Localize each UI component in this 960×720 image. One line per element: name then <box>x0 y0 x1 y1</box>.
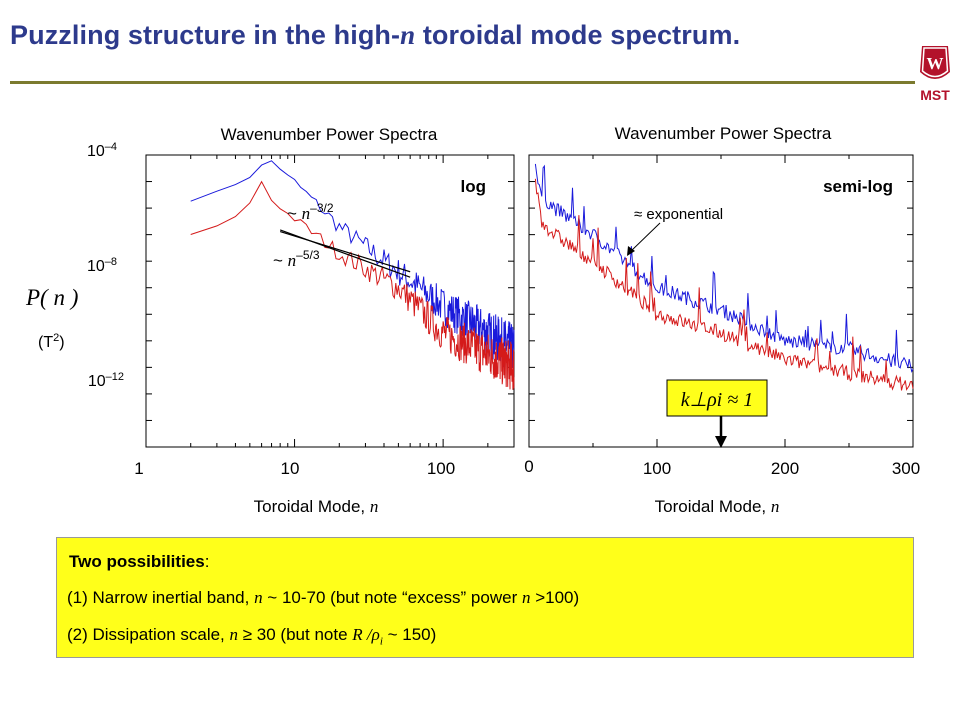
right-panel: Wavenumber Power Spectra semi-log ≈ expo… <box>524 124 920 516</box>
right-scale-label: semi-log <box>823 177 893 196</box>
left-plot-frame <box>145 154 515 448</box>
crest-shape <box>920 46 950 79</box>
page-title: Puzzling structure in the high-n toroida… <box>10 20 740 51</box>
k-rho-box <box>666 379 768 417</box>
note-heading: Two possibilities <box>69 552 205 571</box>
right-chart-title: Wavenumber Power Spectra <box>615 124 832 143</box>
exponential-annotation: ≈ exponential <box>634 206 723 223</box>
annotation-arrowhead <box>627 246 635 256</box>
possibilities-box: Two possibilities: (1) Narrow inertial b… <box>56 537 914 658</box>
fit-label-5-3: ~ n–5/3 <box>273 248 320 270</box>
x-tick-100r: 100 <box>643 459 671 478</box>
note-heading-line: Two possibilities: <box>69 552 210 571</box>
right-series-red <box>534 178 914 391</box>
k-rho-label: k⊥ρi ≈ 1 <box>681 389 753 411</box>
k-rho-marker-head <box>715 436 727 448</box>
title-n: n <box>400 20 416 50</box>
annotation-arrow-line <box>629 222 661 253</box>
y-tick-1e-12: 10–12 <box>88 371 124 390</box>
title-prefix: Puzzling structure in the high- <box>10 20 401 50</box>
x-tick-10: 10 <box>281 459 300 478</box>
y-axis-label: P( n ) <box>25 285 78 310</box>
x-tick-1: 1 <box>134 459 143 478</box>
left-series-red <box>190 180 515 390</box>
fit-line-5-3 <box>279 231 411 273</box>
x-tick-100: 100 <box>427 459 455 478</box>
right-series <box>534 163 914 391</box>
x-tick-300: 300 <box>892 459 920 478</box>
right-ticks <box>528 154 914 448</box>
left-series <box>190 160 515 390</box>
left-x-label: Toroidal Mode, n <box>254 497 379 516</box>
crest-border <box>921 47 949 78</box>
logo-text: MST <box>920 87 950 103</box>
note-line-2: (2) Dissipation scale, n ≥ 30 (but note … <box>67 625 437 648</box>
x-tick-200: 200 <box>771 459 799 478</box>
title-rule <box>10 81 915 84</box>
left-panel: Wavenumber Power Spectra log 10–4 10–8 1… <box>25 125 515 516</box>
left-fit-lines <box>279 229 411 278</box>
y-tick-1e-4: 10–4 <box>87 141 117 160</box>
uw-logo: W MST <box>920 46 950 103</box>
x-tick-0: 0 <box>524 457 533 476</box>
y-axis-unit: (T2) <box>38 332 65 351</box>
y-tick-1e-8: 10–8 <box>87 256 117 275</box>
left-scale-label: log <box>461 177 487 196</box>
note-line-1: (1) Narrow inertial band, n ~ 10-70 (but… <box>67 588 580 607</box>
logo-letter: W <box>927 54 944 73</box>
title-suffix: toroidal mode spectrum. <box>415 20 741 50</box>
right-x-label: Toroidal Mode, n <box>655 497 780 516</box>
fit-label-3-2: ~ n–3/2 <box>287 201 334 223</box>
left-chart-title: Wavenumber Power Spectra <box>221 125 438 144</box>
